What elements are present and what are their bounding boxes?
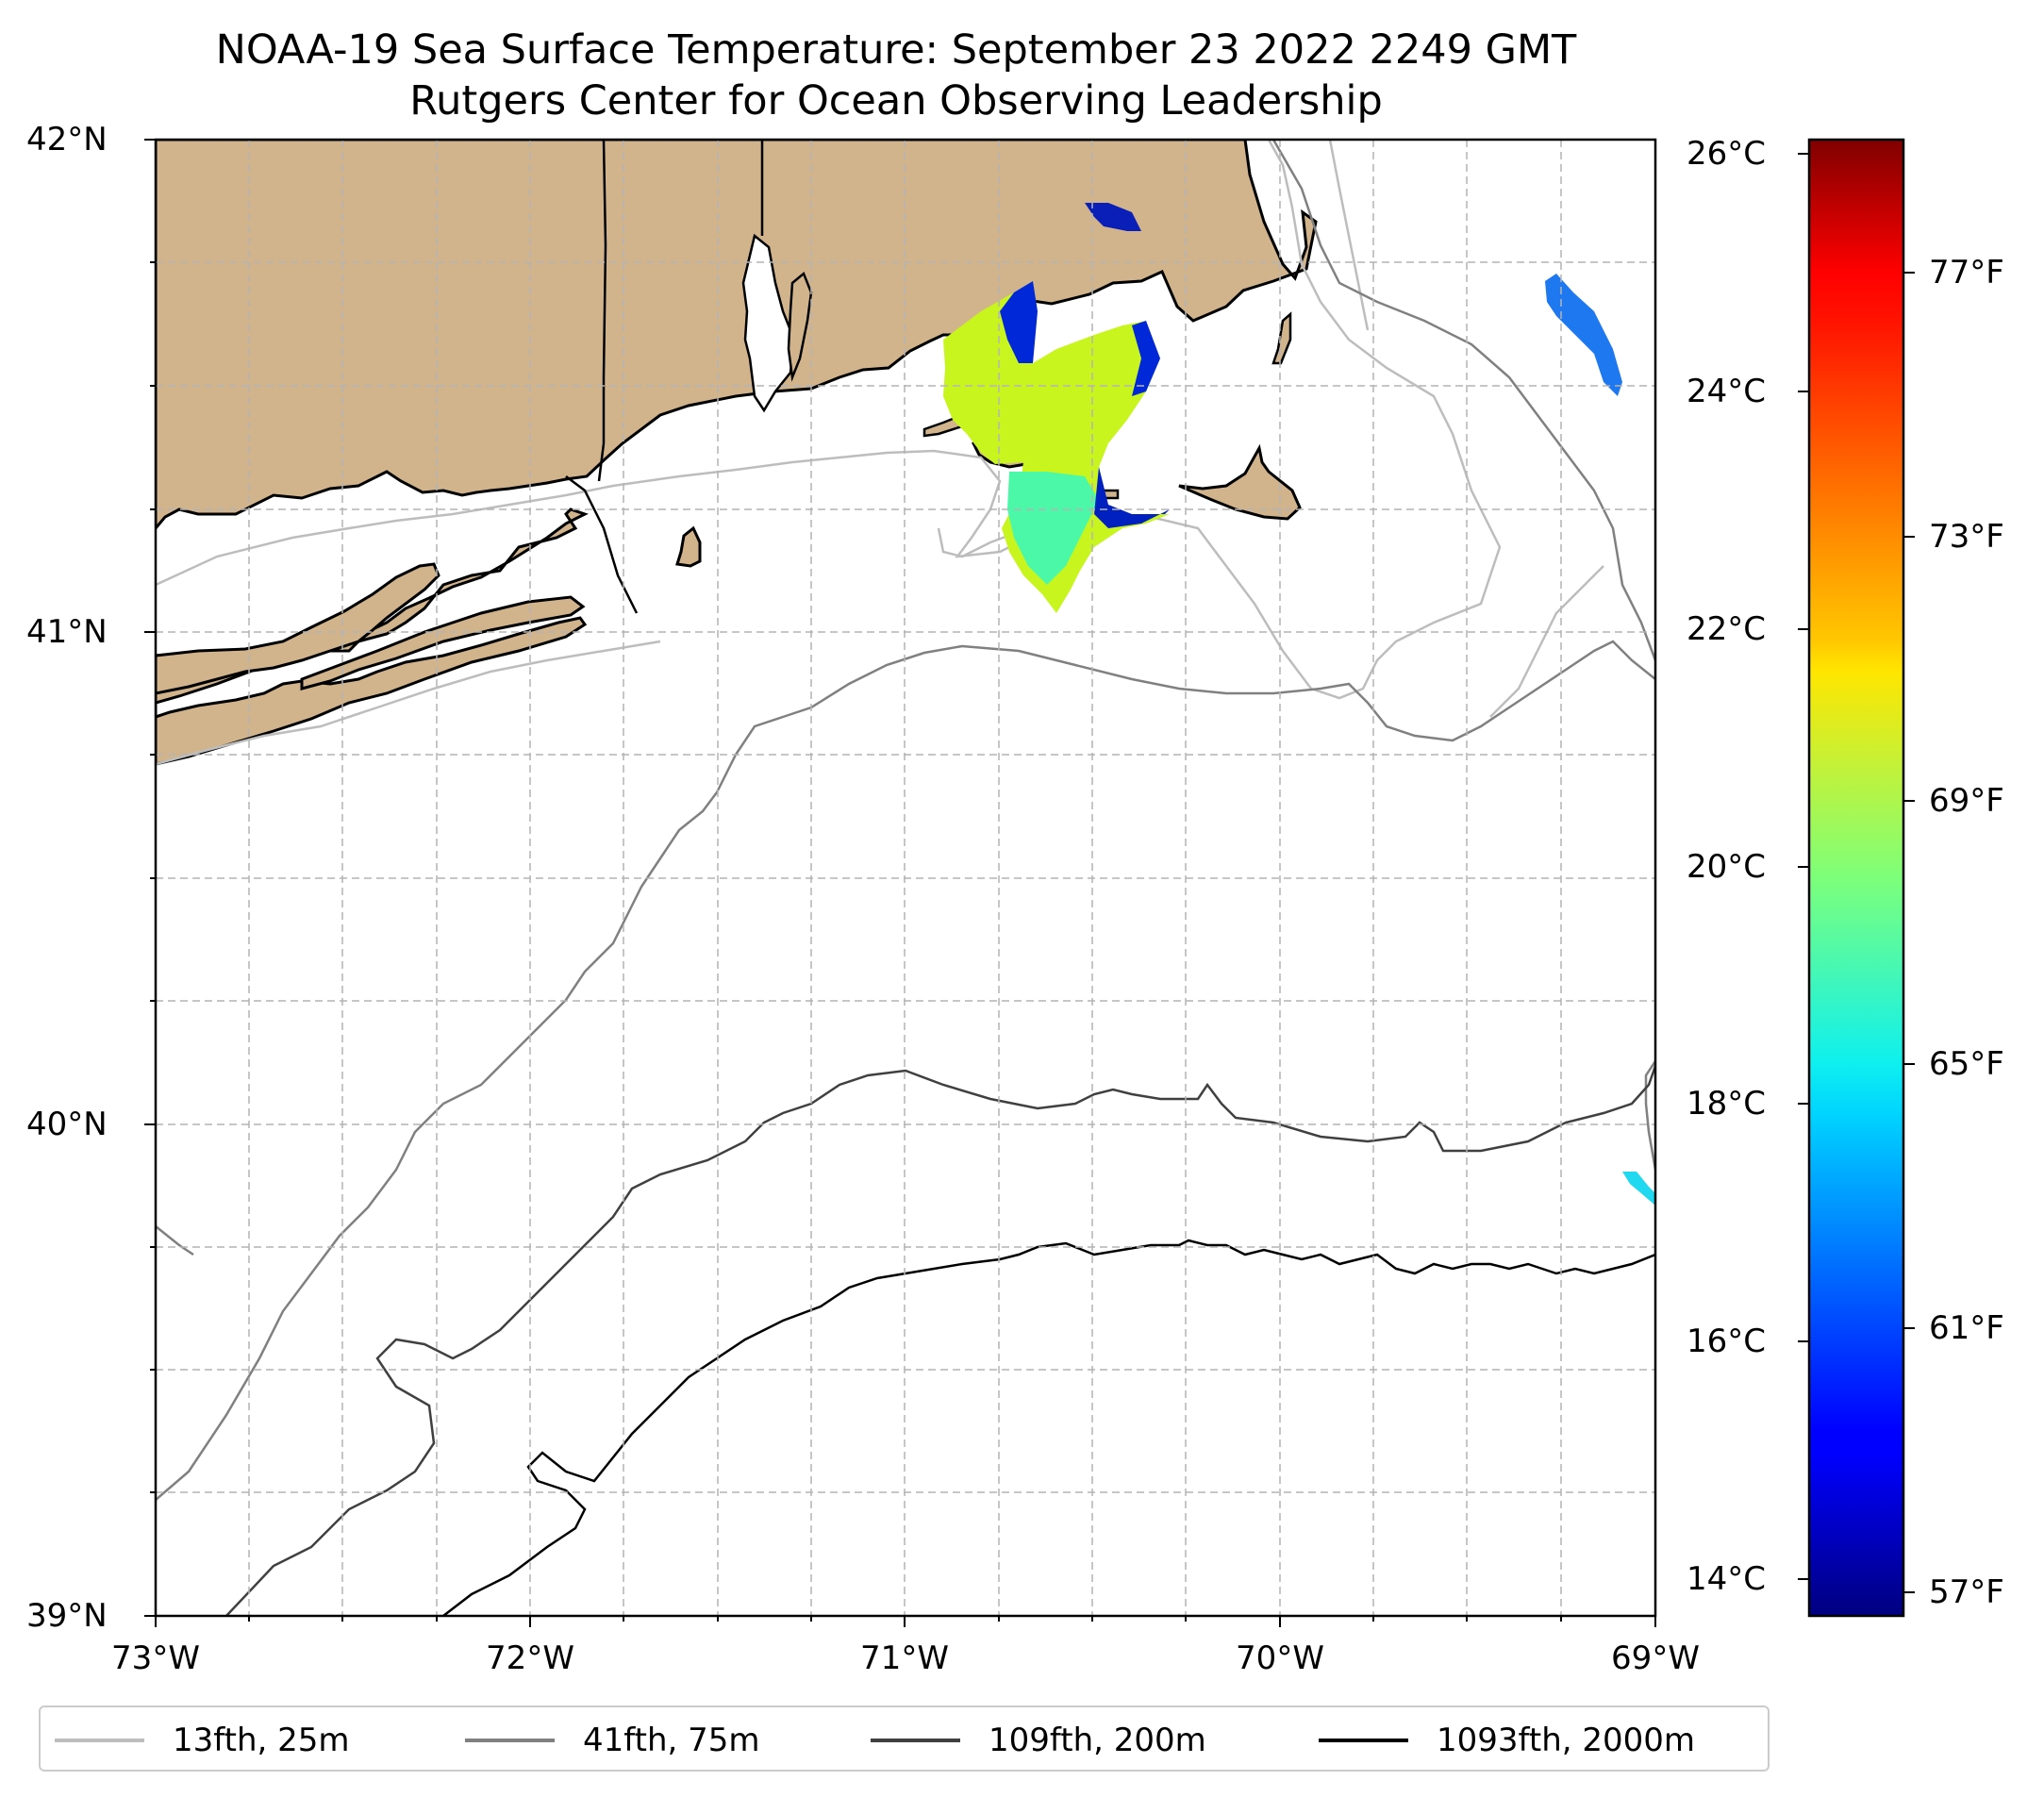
- sst-patch-blue-south: [1094, 467, 1170, 528]
- lon-label: 73°W: [111, 1639, 200, 1677]
- sst-patch-cool-west: [1000, 281, 1038, 363]
- sst-patch-north-bay: [1085, 203, 1141, 231]
- land-new-england: [156, 140, 1318, 531]
- legend-line-2000m: [1319, 1739, 1408, 1742]
- narragansett-bay: [741, 233, 796, 413]
- sst-data: [943, 203, 1655, 1206]
- colorbar-celsius-label: 20°C: [1687, 848, 1767, 886]
- colorbar: [1807, 138, 1905, 1618]
- colorbar-ticks: [1798, 153, 1915, 1593]
- colorbar-fahrenheit-label: 77°F: [1929, 254, 2004, 291]
- colorbar-celsius-label: 24°C: [1687, 373, 1767, 410]
- lon-label: 70°W: [1236, 1639, 1324, 1677]
- colorbar-fahrenheit-label: 69°F: [1929, 782, 2004, 820]
- colorbar-celsius-label: 22°C: [1687, 610, 1767, 648]
- legend-line-25m: [55, 1739, 144, 1742]
- colorbar-celsius-label: 14°C: [1687, 1560, 1767, 1598]
- lat-label: 42°N: [26, 121, 108, 158]
- legend-item: 13fth, 25m: [55, 1707, 350, 1773]
- long-island-fork: [156, 562, 440, 695]
- land-monomoy: [1271, 311, 1292, 365]
- legend-label: 13fth, 25m: [173, 1722, 350, 1759]
- gridlines: [156, 140, 1655, 1616]
- contour-75m: [156, 140, 1655, 1501]
- legend-item: 41fth, 75m: [465, 1707, 760, 1773]
- lat-label: 41°N: [26, 613, 108, 651]
- sst-patch-offshore-se: [1622, 1172, 1655, 1206]
- long-island-south-fork: [300, 595, 586, 691]
- colorbar-celsius-label: 18°C: [1687, 1085, 1767, 1123]
- chart-title: NOAA-19 Sea Surface Temperature: Septemb…: [215, 26, 1577, 74]
- land-block-island: [675, 525, 702, 568]
- legend-item: 109fth, 200m: [871, 1707, 1206, 1773]
- colorbar-fahrenheit-label: 73°F: [1929, 518, 2004, 556]
- colorbar-fahrenheit-label: 61°F: [1929, 1309, 2004, 1347]
- legend-line-75m: [465, 1739, 555, 1742]
- legend: 13fth, 25m 41fth, 75m 109fth, 200m 1093f…: [39, 1705, 1770, 1772]
- legend-label: 109fth, 200m: [989, 1722, 1206, 1759]
- colorbar-celsius-label: 26°C: [1687, 135, 1767, 173]
- legend-item: 1093fth, 2000m: [1319, 1707, 1695, 1773]
- sst-patch-cool-east: [1132, 321, 1160, 396]
- colorbar-fahrenheit-label: 57°F: [1929, 1573, 2004, 1611]
- colorbar-fahrenheit-label: 65°F: [1929, 1045, 2004, 1083]
- bay-island: [787, 271, 813, 382]
- sst-patch-nantucket-sound: [943, 281, 1170, 613]
- lon-label: 72°W: [486, 1639, 574, 1677]
- chart-subtitle: Rutgers Center for Ocean Observing Leade…: [409, 77, 1383, 125]
- legend-label: 41fth, 75m: [583, 1722, 760, 1759]
- land-nantucket: [1178, 443, 1302, 521]
- contour-200m: [225, 1065, 1655, 1616]
- lon-label: 69°W: [1611, 1639, 1700, 1677]
- lat-label: 40°N: [26, 1106, 108, 1143]
- colorbar-celsius-label: 16°C: [1687, 1323, 1767, 1360]
- sst-patch-offshore-ne: [1545, 274, 1622, 396]
- legend-label: 1093fth, 2000m: [1437, 1722, 1696, 1759]
- lat-label: 39°N: [26, 1597, 108, 1635]
- sst-patch-cyan-south: [1007, 472, 1099, 585]
- axis-ticks: [144, 139, 1656, 1627]
- legend-line-200m: [871, 1739, 960, 1742]
- lon-label: 71°W: [860, 1639, 949, 1677]
- contour-2000m: [442, 1239, 1655, 1616]
